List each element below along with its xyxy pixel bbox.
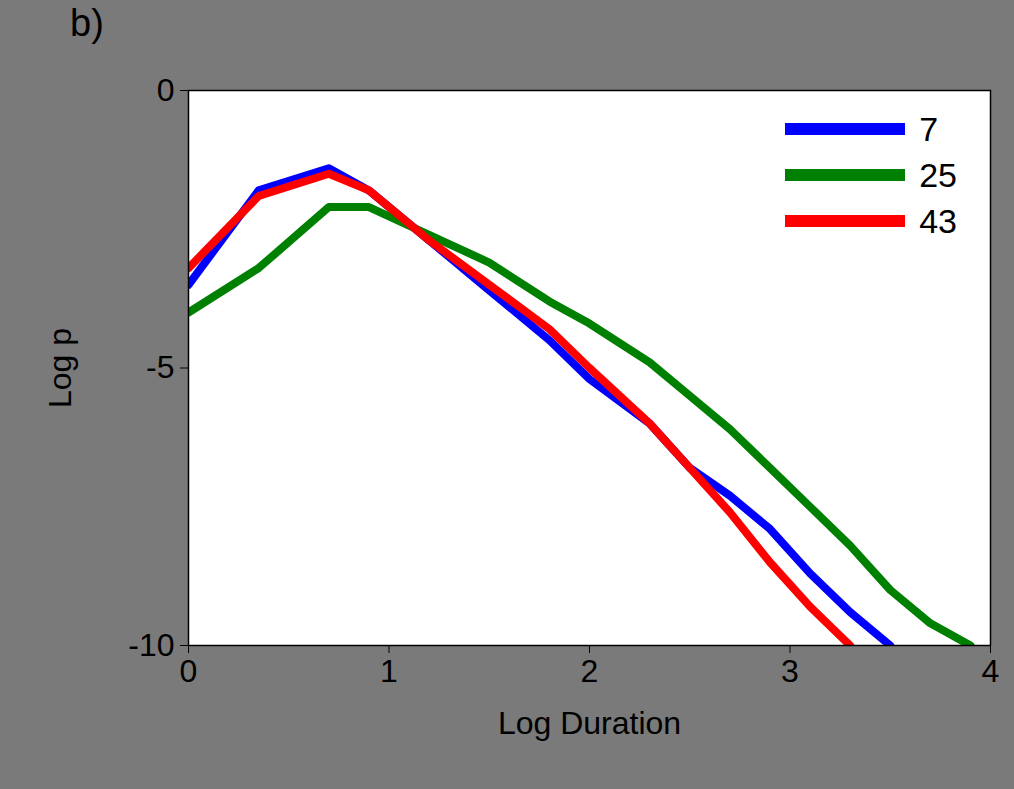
svg-text:3: 3 [781,653,799,689]
html-text:7: 7 [919,109,939,148]
svg-text:Log p: Log p [42,328,78,408]
svg-text:Log Duration: Log Duration [498,705,681,741]
html-text:b): b) [70,2,104,44]
svg-text:2: 2 [581,653,599,689]
svg-text:0: 0 [157,72,175,108]
html-text:25: 25 [919,155,957,194]
svg-text:1: 1 [380,653,398,689]
svg-text:4: 4 [982,653,1000,689]
svg-text:-10: -10 [128,627,174,663]
html-text:43: 43 [919,201,957,240]
svg-text:-5: -5 [146,349,174,385]
svg-text:0: 0 [180,653,198,689]
